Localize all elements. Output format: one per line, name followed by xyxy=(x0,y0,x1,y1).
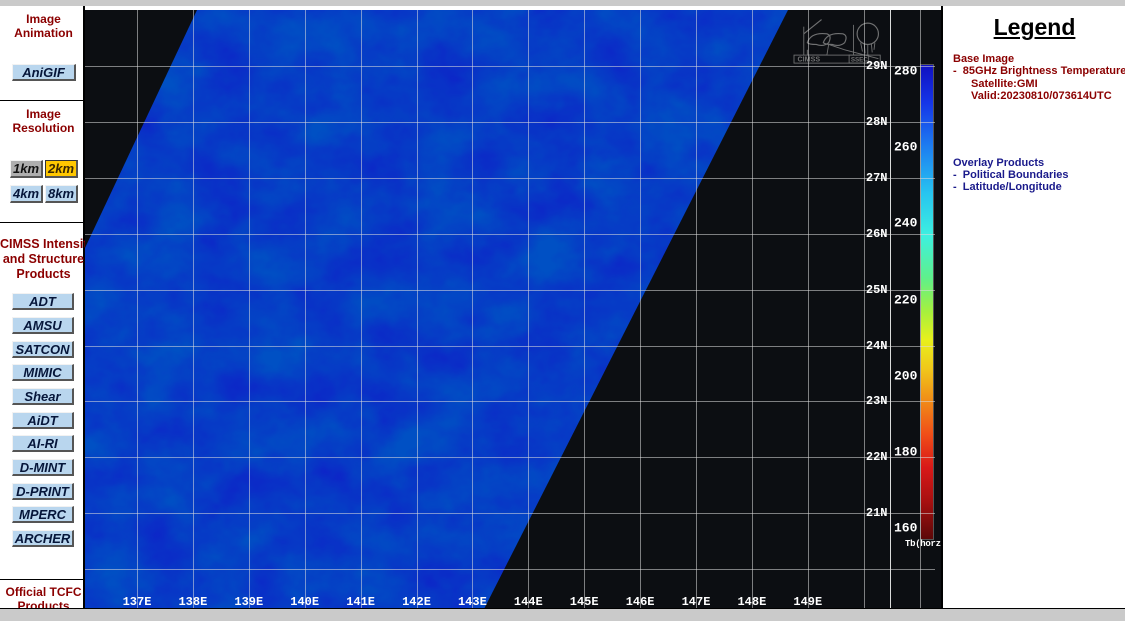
svg-text:CIMSS: CIMSS xyxy=(798,55,821,63)
